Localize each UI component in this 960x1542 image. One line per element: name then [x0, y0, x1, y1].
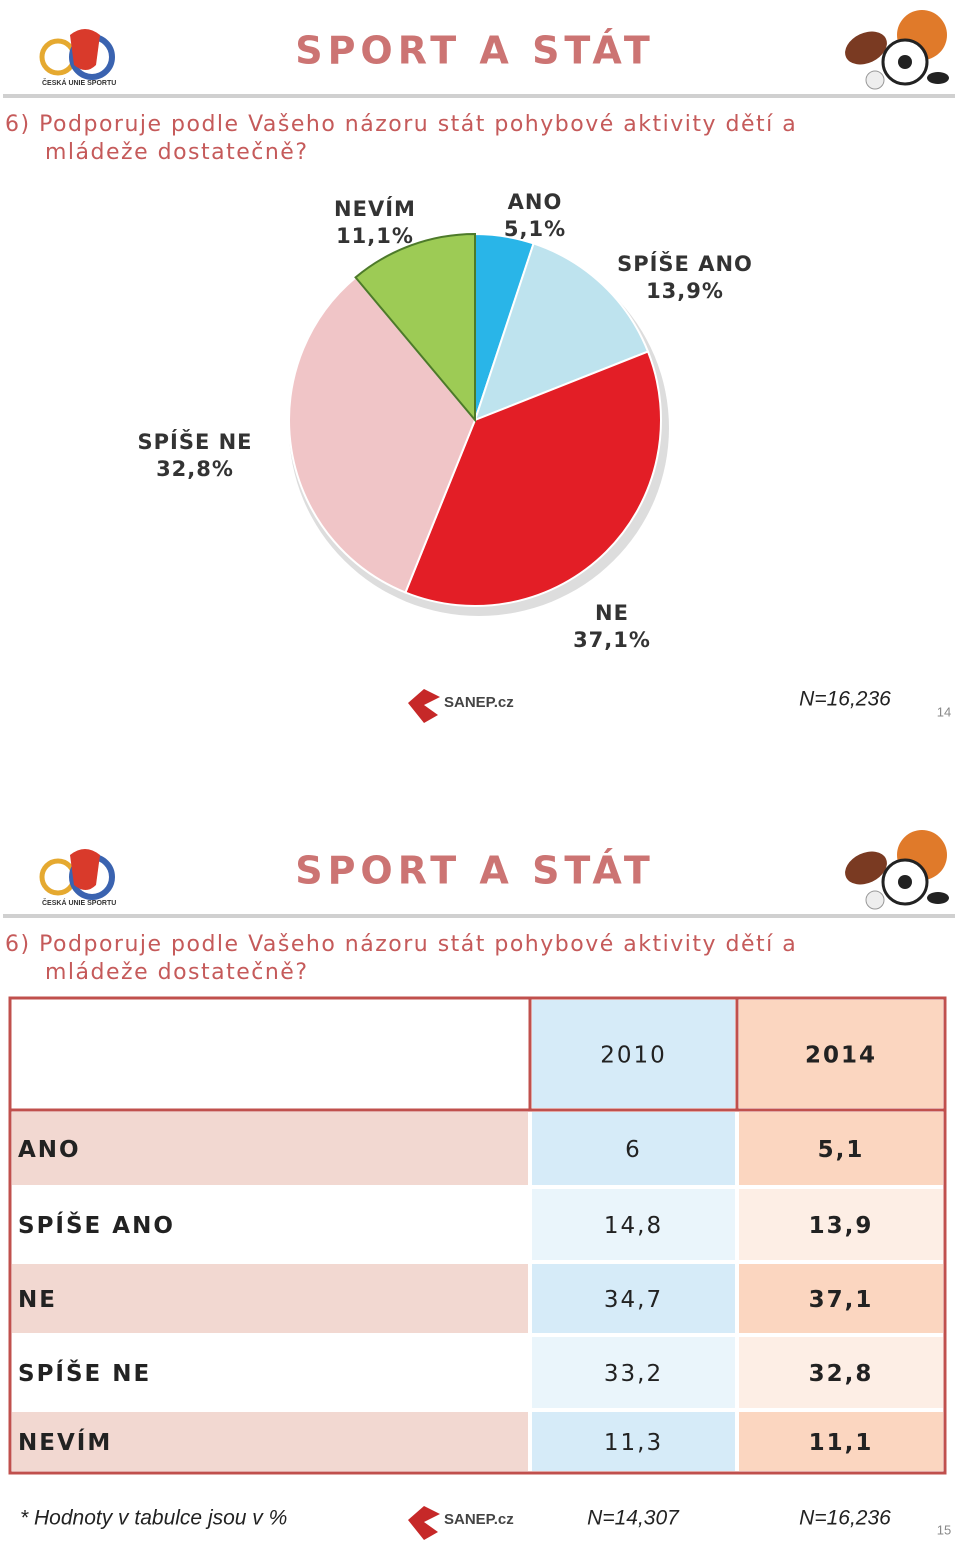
pie-label: SPÍŠE ANO	[617, 251, 753, 276]
cell-value: 14,8	[604, 1213, 663, 1239]
puck	[927, 892, 949, 904]
pie-label: SPÍŠE NE	[137, 429, 252, 454]
table-cell	[532, 1112, 735, 1185]
puck	[927, 72, 949, 84]
cell-value: 34,7	[604, 1287, 663, 1313]
table-border	[8, 996, 947, 1475]
cell-value: 11,1	[809, 1430, 874, 1456]
logo-mark	[70, 849, 100, 890]
table-cell	[739, 1412, 943, 1471]
pie-value: 11,1%	[336, 224, 414, 248]
sample-size: N=14,307	[587, 1507, 680, 1530]
sample-size: N=16,236	[799, 688, 891, 711]
logo-text: ČESKÁ UNIE SPORTU	[42, 78, 116, 87]
pie-value: 37,1%	[573, 628, 651, 652]
page-number: 15	[937, 1522, 951, 1537]
soccer-patch	[898, 875, 912, 889]
sanep-text: SANEP.cz	[444, 694, 514, 711]
page-number: 14	[937, 704, 951, 719]
row-label: SPÍŠE ANO	[18, 1211, 175, 1239]
question: mládeže dostatečně?	[45, 140, 309, 165]
table-cell	[12, 1000, 528, 1108]
logo-mark	[70, 29, 100, 70]
pie-label: NE	[595, 601, 629, 625]
football	[845, 851, 887, 885]
sanep-text: SANEP.cz	[444, 1511, 514, 1528]
table-note: * Hodnoty v tabulce jsou v %	[20, 1507, 287, 1530]
column-header: 2010	[600, 1043, 667, 1069]
table-cell	[739, 1264, 943, 1333]
cell-value: 6	[625, 1137, 642, 1163]
row-label: NEVÍM	[18, 1428, 112, 1456]
table-cell	[12, 1264, 528, 1333]
question: 6) Podporuje podle Vašeho názoru stát po…	[5, 112, 797, 137]
pie-value: 32,8%	[156, 457, 234, 481]
pie-label: NEVÍM	[334, 196, 416, 221]
sanep-mark	[408, 1506, 440, 1540]
cell-value: 33,2	[604, 1361, 663, 1387]
table-cell	[532, 1412, 735, 1471]
soccer-patch	[898, 55, 912, 69]
table-cell	[532, 1337, 735, 1408]
cell-value: 37,1	[809, 1287, 874, 1313]
table-cell	[532, 1189, 735, 1260]
row-label: ANO	[18, 1137, 81, 1163]
baseball	[865, 70, 885, 90]
sanep-mark	[408, 689, 440, 723]
question: 6) Podporuje podle Vašeho názoru stát po…	[5, 932, 797, 957]
logo-text: ČESKÁ UNIE SPORTU	[42, 898, 116, 907]
cell-value: 13,9	[809, 1213, 874, 1239]
table-cell	[12, 1112, 528, 1185]
pie-label: ANO	[508, 190, 563, 214]
table-cell	[532, 1000, 735, 1108]
table-cell	[12, 1337, 528, 1408]
table-cell	[12, 1412, 528, 1471]
column-header: 2014	[805, 1043, 877, 1069]
pie-value: 13,9%	[646, 279, 724, 303]
slide-title: SPORT A STÁT	[295, 849, 655, 893]
row-label: NE	[18, 1287, 57, 1313]
pie-slice	[473, 242, 650, 422]
sample-size: N=16,236	[799, 1507, 891, 1530]
table-cell	[739, 1000, 943, 1108]
pie-slice	[354, 232, 476, 423]
baseball	[865, 890, 885, 910]
table-cell	[739, 1112, 943, 1185]
pie-value: 5,1%	[504, 217, 566, 241]
cell-value: 5,1	[818, 1137, 865, 1163]
table-cell	[532, 1264, 735, 1333]
table-cell	[739, 1337, 943, 1408]
question: mládeže dostatečně?	[45, 960, 309, 985]
pie-slice	[404, 350, 662, 607]
pie-slice	[288, 276, 477, 594]
row-label: SPÍŠE NE	[18, 1359, 151, 1387]
cell-value: 32,8	[809, 1361, 874, 1387]
football	[845, 31, 887, 65]
cell-value: 11,3	[604, 1430, 663, 1456]
table-cell	[739, 1189, 943, 1260]
slide-title: SPORT A STÁT	[295, 29, 655, 73]
table-cell	[12, 1189, 528, 1260]
